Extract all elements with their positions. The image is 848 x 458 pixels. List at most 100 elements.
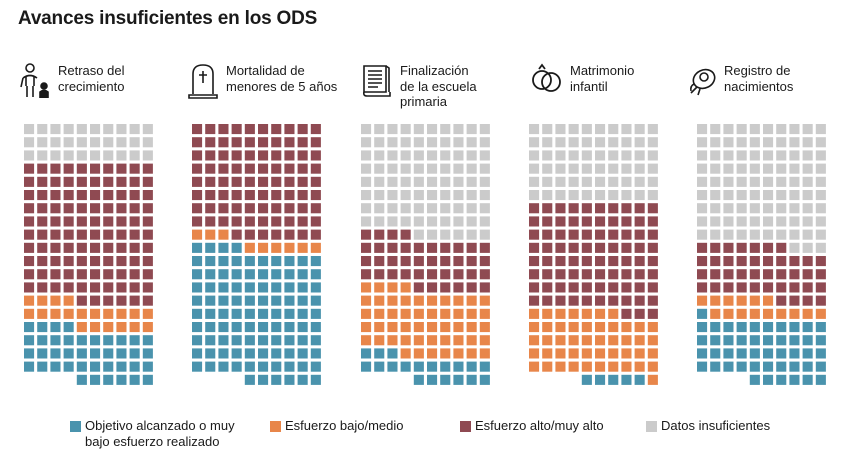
waffle-cell-low-medium xyxy=(116,308,127,319)
waffle-cell-insufficient xyxy=(647,163,658,174)
waffle-cell-low-medium xyxy=(453,295,464,306)
waffle-cell-insufficient xyxy=(555,190,566,201)
waffle-cell-high xyxy=(271,176,282,187)
waffle-cell-high xyxy=(129,216,140,227)
waffle-cell-high xyxy=(103,282,114,293)
waffle-cell-insufficient xyxy=(542,190,553,201)
waffle-cell-low-medium xyxy=(374,322,385,333)
waffle-cell-high xyxy=(310,229,321,240)
waffle-cell-high xyxy=(284,150,295,161)
waffle-cell-high xyxy=(310,176,321,187)
waffle-cell-insufficient xyxy=(568,150,579,161)
waffle-cell-achieved xyxy=(271,361,282,372)
waffle-cell-high xyxy=(542,256,553,267)
waffle-cell-achieved xyxy=(192,322,203,333)
waffle-cell-high xyxy=(647,242,658,253)
waffle-cell-high xyxy=(466,282,477,293)
waffle-cell-high xyxy=(310,150,321,161)
waffle-cell-achieved xyxy=(244,361,255,372)
waffle-cell-high xyxy=(568,216,579,227)
waffle-cell-high xyxy=(142,216,153,227)
waffle-cell-achieved xyxy=(440,374,451,385)
waffle-cell-high xyxy=(400,256,411,267)
waffle-cell-insufficient xyxy=(763,150,774,161)
waffle-cell-insufficient xyxy=(142,137,153,148)
waffle-cell-insufficient xyxy=(789,137,800,148)
waffle-cell-insufficient xyxy=(802,190,813,201)
waffle-cell-achieved xyxy=(50,348,61,359)
waffle-cell-high xyxy=(581,295,592,306)
waffle-cell-high xyxy=(555,203,566,214)
waffle-cell-low-medium xyxy=(400,348,411,359)
waffle-cell-achieved xyxy=(815,361,826,372)
waffle-cell-insufficient xyxy=(723,203,734,214)
waffle-cell-high xyxy=(90,176,101,187)
waffle-cell-insufficient xyxy=(400,216,411,227)
waffle-cell-low-medium xyxy=(802,308,813,319)
waffle-cell-high xyxy=(76,190,87,201)
waffle-cell-low-medium xyxy=(542,361,553,372)
waffle-cell-high xyxy=(427,242,438,253)
waffle-cell-achieved xyxy=(231,361,242,372)
waffle-cell-high xyxy=(697,269,708,280)
waffle-cell-insufficient xyxy=(789,124,800,135)
waffle-cell-low-medium xyxy=(387,295,398,306)
waffle-cell-insufficient xyxy=(736,176,747,187)
waffle-cell-high xyxy=(647,282,658,293)
waffle-cell-achieved xyxy=(763,335,774,346)
waffle-cell-achieved xyxy=(802,348,813,359)
waffle-cell-high xyxy=(231,176,242,187)
waffle-cell-low-medium xyxy=(634,361,645,372)
waffle-cell-achieved xyxy=(90,348,101,359)
waffle-cell-achieved xyxy=(258,348,269,359)
waffle-cell-low-medium xyxy=(400,322,411,333)
panel-label-child-marriage: Matrimonio infantil xyxy=(570,63,635,94)
waffle-cell-high xyxy=(581,216,592,227)
waffle-cell-achieved xyxy=(116,335,127,346)
waffle-cell-achieved xyxy=(710,348,721,359)
waffle-cell-high xyxy=(50,269,61,280)
waffle-cell-high xyxy=(37,216,48,227)
waffle-cell-achieved xyxy=(297,348,308,359)
waffle-cell-high xyxy=(634,295,645,306)
waffle-cell-achieved xyxy=(218,295,229,306)
waffle-cell-achieved xyxy=(802,322,813,333)
waffle-cell-low-medium xyxy=(763,308,774,319)
waffle-cell-high xyxy=(63,190,74,201)
waffle-cell-high xyxy=(568,203,579,214)
waffle-cell-low-medium xyxy=(647,361,658,372)
waffle-cell-high xyxy=(297,124,308,135)
waffle-cell-insufficient xyxy=(466,124,477,135)
waffle-cell-insufficient xyxy=(710,229,721,240)
waffle-cell-low-medium xyxy=(218,229,229,240)
waffle-cell-insufficient xyxy=(453,124,464,135)
waffle-cell-low-medium xyxy=(37,308,48,319)
waffle-cell-low-medium xyxy=(453,308,464,319)
waffle-cell-achieved xyxy=(258,361,269,372)
waffle-cell-high xyxy=(218,163,229,174)
waffle-cell-high xyxy=(400,242,411,253)
waffle-cell-achieved xyxy=(723,322,734,333)
waffle-cell-insufficient xyxy=(815,190,826,201)
waffle-cell-insufficient xyxy=(789,229,800,240)
waffle-cell-achieved xyxy=(776,361,787,372)
waffle-cell-achieved xyxy=(192,348,203,359)
waffle-cell-achieved xyxy=(258,282,269,293)
waffle-cell-insufficient xyxy=(542,150,553,161)
waffle-cell-achieved xyxy=(789,322,800,333)
waffle-cell-insufficient xyxy=(697,203,708,214)
waffle-cell-high xyxy=(413,269,424,280)
waffle-cell-high xyxy=(244,190,255,201)
legend-swatch-low-medium xyxy=(270,421,281,432)
waffle-cell-insufficient xyxy=(749,124,760,135)
waffle-cell-achieved xyxy=(608,374,619,385)
waffle-cell-high xyxy=(621,295,632,306)
waffle-cell-high xyxy=(542,242,553,253)
waffle-cell-high xyxy=(736,242,747,253)
waffle-cell-high xyxy=(142,163,153,174)
waffle-cell-low-medium xyxy=(763,295,774,306)
waffle-cell-high xyxy=(595,229,606,240)
waffle-cell-low-medium xyxy=(568,308,579,319)
waffle-cell-high xyxy=(244,150,255,161)
waffle-cell-insufficient xyxy=(453,150,464,161)
